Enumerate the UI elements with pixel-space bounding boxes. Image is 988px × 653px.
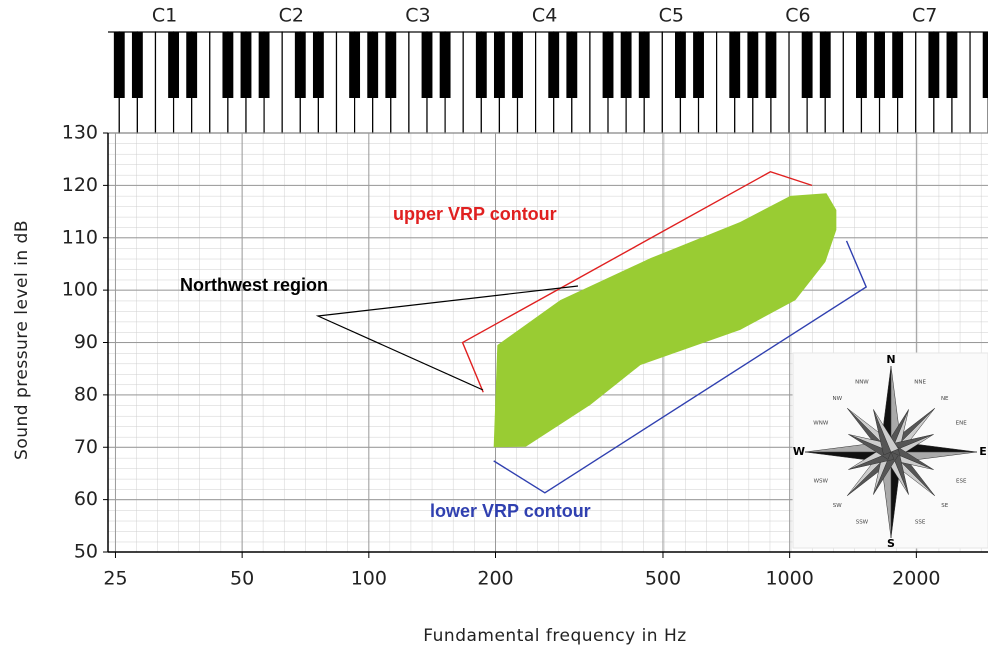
contour-label: upper VRP contour [393,204,557,224]
compass-label: W [793,445,805,458]
x-axis-title: Fundamental frequency in Hz [423,626,686,646]
black-key [60,32,71,98]
black-key [96,32,107,98]
white-key [29,32,47,133]
black-key [982,32,988,98]
black-key [693,32,704,98]
black-key [675,32,686,98]
note-label: C4 [532,5,557,27]
white-key [65,32,83,133]
white-key [47,32,65,133]
x-tick-label: 500 [645,568,681,590]
y-tick-label: 60 [74,488,98,510]
black-key [765,32,777,98]
annotations: Northwest region [180,275,579,391]
compass-label: SSE [915,520,926,526]
black-key [186,32,198,98]
black-key [349,32,361,98]
compass-label: NW [832,396,842,402]
contour-line [461,170,813,393]
black-key [512,32,523,98]
compass-label: S [887,537,895,550]
black-key [819,32,831,98]
black-key [294,32,306,98]
note-label: C2 [279,5,304,27]
black-key [638,32,650,98]
black-key [566,32,578,98]
x-tick-label: 1000 [765,568,813,590]
y-tick-label: 130 [62,122,98,144]
annotation-pointer [315,285,579,391]
note-label: C7 [912,5,937,27]
y-tick-label: 50 [74,541,98,563]
annotation: Northwest region [180,275,328,295]
black-key [312,32,324,98]
note-label: C6 [785,5,810,27]
x-tick-label: 100 [351,568,387,590]
white-key [83,32,101,133]
compass-label: E [979,445,987,458]
black-key [493,32,505,98]
compass-rose: N NNE NE ENE E ESE SE SSE S SSW SW WSW W WNW NW NNW [792,352,988,550]
black-key [620,32,632,98]
compass-label: ENE [956,420,968,426]
plot-marks [461,170,868,494]
compass-label: NNE [914,379,926,385]
black-key [548,32,560,98]
voice-range-region [493,193,837,448]
black-key [421,32,433,98]
y-tick-label: 70 [74,436,98,458]
black-key [475,32,487,98]
y-axis-title: Sound pressure level in dB [12,220,32,460]
black-key [892,32,904,98]
x-tick-label: 25 [103,568,127,590]
y-tick-label: 80 [74,383,98,405]
contour-line [493,240,868,494]
y-tick-label: 100 [62,279,98,301]
black-key [856,32,867,98]
compass-point [873,409,899,453]
y-tick-label: 90 [74,331,98,353]
x-tick-label: 50 [230,568,254,590]
compass-label: SE [941,503,948,509]
compass-label: NNW [855,379,869,385]
black-key [385,32,397,98]
black-key [602,32,614,98]
black-key [729,32,741,98]
compass-label: SW [833,503,842,509]
note-label: C3 [405,5,430,27]
y-tick-label: 120 [62,174,98,196]
black-key [874,32,885,98]
compass-label: N [886,353,895,366]
black-key [439,32,451,98]
x-tick-label: 200 [477,568,513,590]
keyboard [29,31,988,134]
black-key [240,32,252,98]
note-label: C5 [659,5,684,27]
black-key [801,32,813,98]
black-key [41,32,52,98]
note-label: C1 [152,5,177,27]
black-key [928,32,940,98]
black-key [113,32,125,98]
x-tick-label: 2000 [892,568,940,590]
black-key [747,32,759,98]
black-key [258,32,270,98]
compass-label: WSW [814,479,829,485]
black-key [367,32,379,98]
black-key [168,32,180,98]
black-key [222,32,234,98]
black-key [946,32,958,98]
contour-label: lower VRP contour [430,501,591,521]
compass-label: ESE [956,479,967,485]
compass-label: WNW [813,420,829,426]
black-key [131,32,143,98]
compass-label: SSW [856,520,869,526]
compass-label: NE [941,396,949,402]
y-tick-label: 110 [62,226,98,248]
